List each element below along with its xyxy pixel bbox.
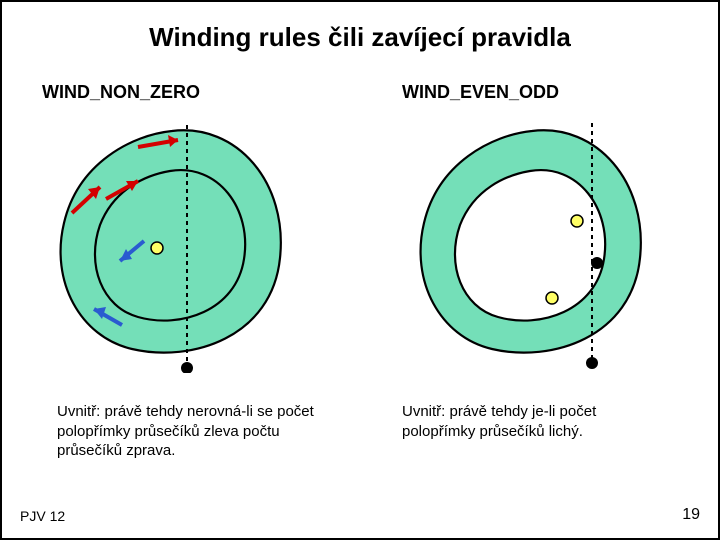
right-caption: Uvnitř: právě tehdy je-li počet polopřím… [402,402,662,441]
left-column: WIND_NON_ZERO [42,82,372,373]
footer-right: 19 [682,506,700,524]
dot-yellow [546,292,558,304]
slide-frame: Winding rules čili zavíjecí pravidla WIN… [0,0,720,540]
right-diagram [402,113,662,373]
dot-yellow [151,242,163,254]
left-diagram [42,113,302,373]
dot-black [586,357,598,369]
left-heading: WIND_NON_ZERO [42,82,372,103]
footer-left: PJV 12 [20,508,65,524]
right-column: WIND_EVEN_ODD [402,82,720,373]
dot-black [181,362,193,373]
dot-yellow [571,215,583,227]
slide-title: Winding rules čili zavíjecí pravidla [2,22,718,53]
left-caption: Uvnitř: právě tehdy nerovná-li se počet … [57,402,317,461]
right-heading: WIND_EVEN_ODD [402,82,720,103]
dot-black [591,257,603,269]
